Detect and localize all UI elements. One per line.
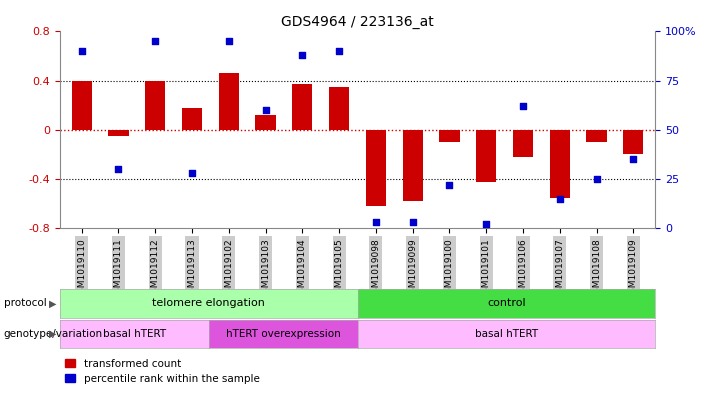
Text: telomere elongation: telomere elongation <box>152 298 265 309</box>
Bar <box>366 130 386 206</box>
Point <box>444 182 455 188</box>
Point <box>260 107 271 113</box>
Bar <box>513 130 533 157</box>
Text: ▶: ▶ <box>48 329 56 339</box>
Text: hTERT overexpression: hTERT overexpression <box>226 329 341 339</box>
Point <box>297 52 308 58</box>
Text: basal hTERT: basal hTERT <box>475 329 538 339</box>
Bar <box>292 84 313 130</box>
Point <box>628 156 639 163</box>
Bar <box>109 130 128 136</box>
Bar <box>255 115 275 130</box>
Text: basal hTERT: basal hTERT <box>102 329 165 339</box>
Text: protocol: protocol <box>4 298 46 309</box>
Legend: transformed count, percentile rank within the sample: transformed count, percentile rank withi… <box>64 359 259 384</box>
Title: GDS4964 / 223136_at: GDS4964 / 223136_at <box>281 15 434 29</box>
Point <box>370 219 381 226</box>
Bar <box>550 130 570 198</box>
Bar <box>623 130 644 154</box>
Point <box>517 103 529 109</box>
Bar <box>329 87 349 130</box>
Point <box>481 221 492 228</box>
Point <box>113 166 124 173</box>
Text: ▶: ▶ <box>48 298 56 309</box>
Bar <box>476 130 496 182</box>
Point <box>407 219 418 226</box>
Text: control: control <box>487 298 526 309</box>
Bar <box>182 108 202 130</box>
Text: genotype/variation: genotype/variation <box>4 329 102 339</box>
Bar <box>72 81 92 130</box>
Point <box>591 176 602 182</box>
Point <box>186 170 198 176</box>
Point <box>76 48 87 54</box>
Bar <box>587 130 606 142</box>
Bar <box>145 81 165 130</box>
Point <box>334 48 345 54</box>
Point <box>223 38 234 44</box>
Point <box>149 38 161 44</box>
Bar <box>440 130 460 142</box>
Bar <box>402 130 423 201</box>
Bar <box>219 73 239 130</box>
Point <box>554 196 566 202</box>
